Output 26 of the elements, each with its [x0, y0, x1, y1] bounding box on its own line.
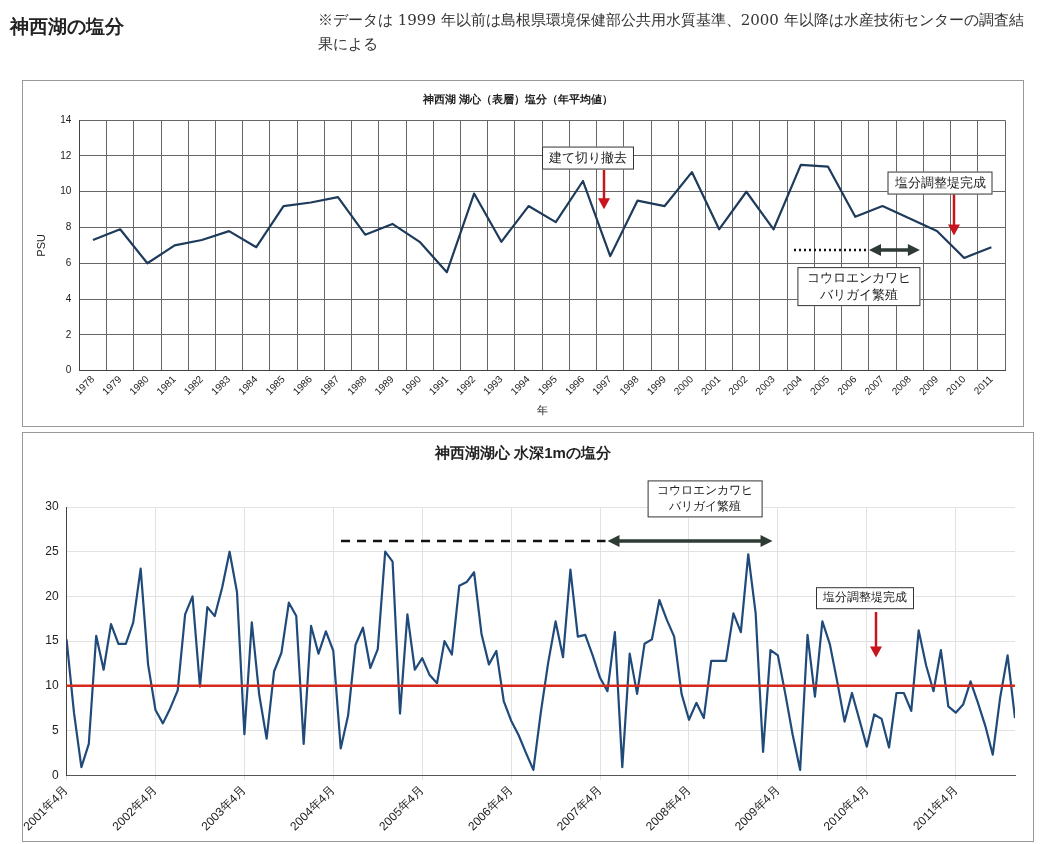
- y-tick-label: 2: [65, 328, 72, 340]
- annotation: コウロエンカワヒバリガイ繁殖: [797, 266, 921, 307]
- y-tick-label: 6: [65, 257, 72, 269]
- y-tick-label: 25: [45, 544, 59, 559]
- annotation: 塩分調整堤完成: [816, 587, 915, 609]
- y-tick-label: 14: [60, 113, 72, 125]
- y-tick-label: 15: [45, 633, 59, 648]
- y-tick-label: 5: [51, 722, 59, 737]
- y-tick-label: 10: [45, 678, 59, 693]
- annotation: コウロエンカワヒバリガイ繁殖: [647, 480, 763, 518]
- y-tick-label: 4: [65, 292, 72, 304]
- y-tick-label: 8: [65, 221, 72, 233]
- text: 神西湖の塩分: [10, 14, 124, 39]
- x-axis-title: 年: [536, 404, 548, 417]
- annotation: 建て切り撤去: [542, 146, 635, 170]
- chart-title: 神西湖 湖心（表層）塩分（年平均値）: [421, 92, 614, 106]
- annotation: 塩分調整堤完成: [887, 171, 993, 195]
- y-tick-label: 10: [60, 185, 72, 197]
- y-tick-label: 0: [65, 364, 72, 376]
- y-tick-label: 0: [51, 767, 59, 782]
- y-tick-label: 12: [60, 149, 72, 161]
- chart-title: 神西湖湖心 水深1mの塩分: [434, 444, 612, 462]
- y-tick-label: 30: [45, 499, 59, 514]
- y-axis-title: PSU: [34, 234, 47, 257]
- y-tick-label: 20: [45, 588, 59, 603]
- text: ※データは 1999 年以前は島根県環境保健部公共用水質基準、2000 年以降は水産技術センターの調査結果による: [318, 10, 1025, 55]
